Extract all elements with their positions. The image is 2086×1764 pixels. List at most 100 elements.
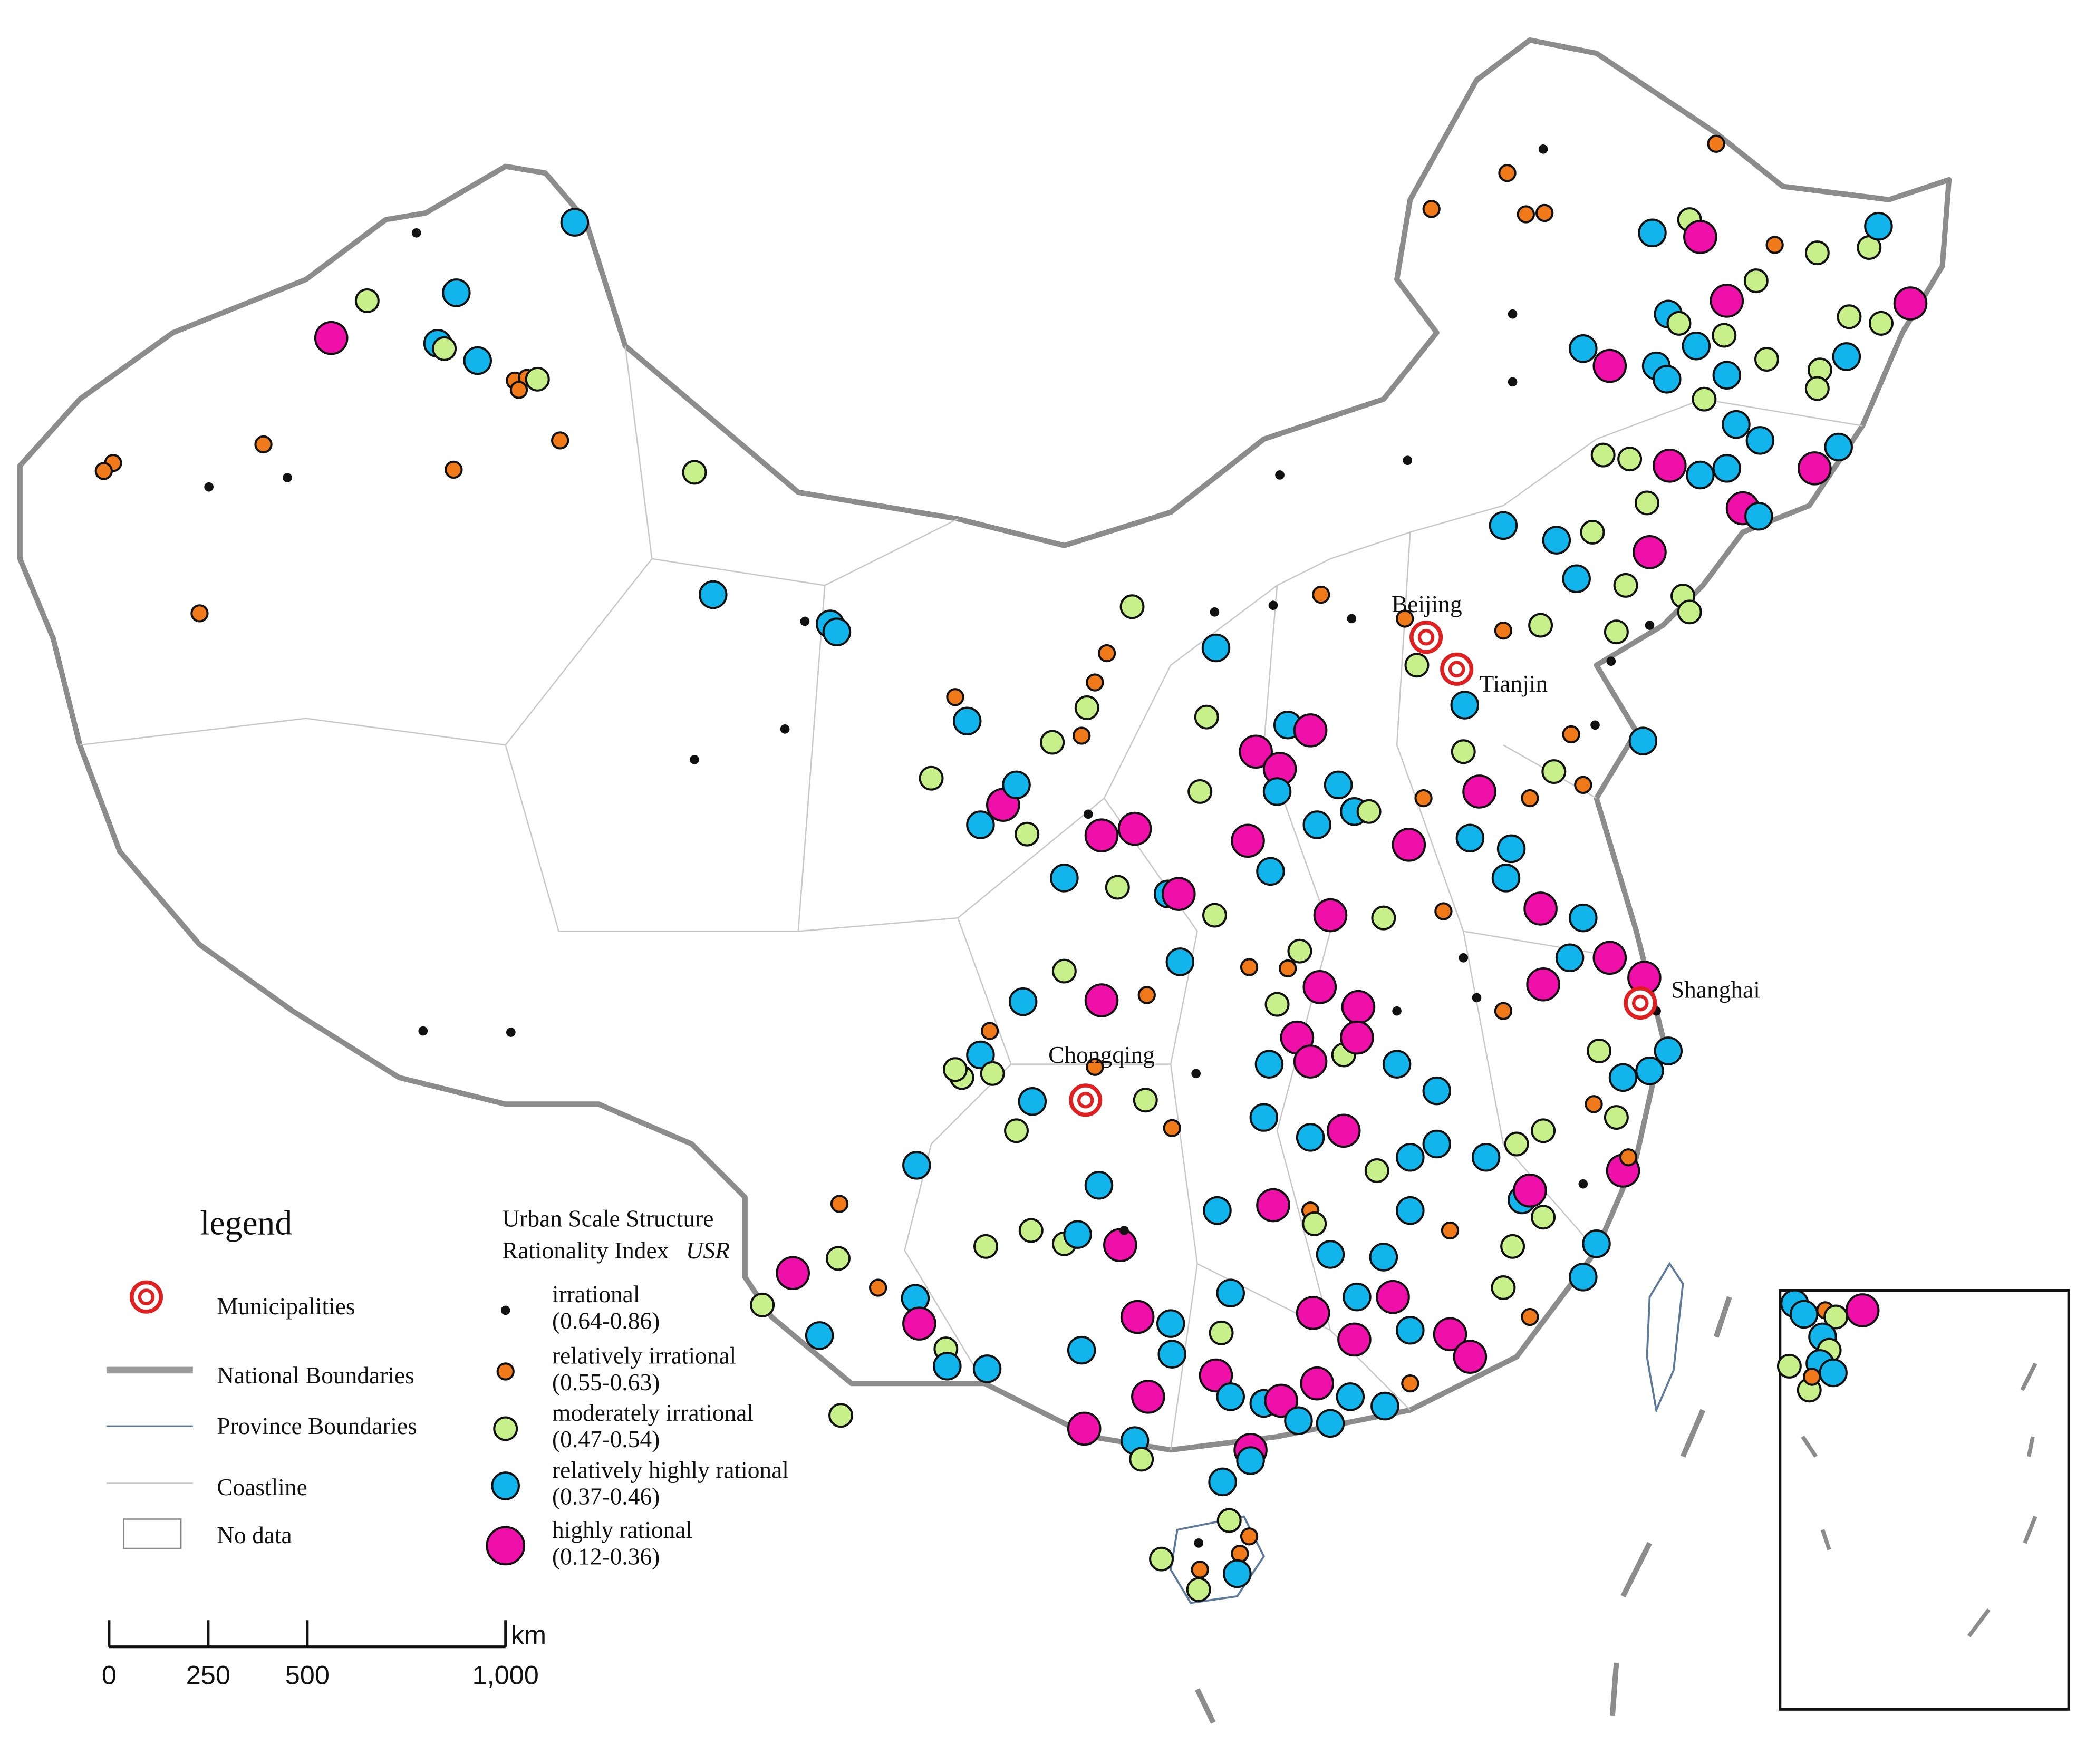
city-dot xyxy=(1422,1129,1452,1159)
city-dot xyxy=(1459,953,1469,963)
legend-item: Coastline xyxy=(217,1474,307,1500)
city-dot xyxy=(1103,1228,1137,1263)
city-dot xyxy=(1347,614,1357,624)
city-dot xyxy=(1157,1340,1186,1369)
class-swatch xyxy=(496,1362,515,1381)
city-dot xyxy=(1508,309,1518,319)
city-dot xyxy=(1590,442,1616,468)
city-dot xyxy=(1677,599,1702,625)
class-name: highly rational xyxy=(552,1517,692,1543)
city-dot xyxy=(1569,903,1598,933)
city-dot xyxy=(980,1061,1005,1086)
city-dot xyxy=(190,604,209,623)
city-dot xyxy=(1084,818,1119,852)
city-label: Tianjin xyxy=(1480,671,1548,697)
city-dot xyxy=(1422,200,1441,218)
city-dot xyxy=(1613,573,1638,598)
city-dot xyxy=(1004,1118,1029,1143)
city-dot xyxy=(1712,454,1742,483)
city-dot xyxy=(1129,1447,1154,1472)
city-dot xyxy=(445,460,463,479)
city-dot xyxy=(1396,1315,1425,1345)
city-dot xyxy=(463,346,492,375)
city-dot xyxy=(1798,451,1832,486)
city-dot xyxy=(1194,704,1219,730)
city-dot xyxy=(1067,1335,1096,1365)
class-swatch xyxy=(486,1526,526,1566)
city-dot xyxy=(943,1057,968,1082)
city-dot xyxy=(980,1022,999,1040)
scale-unit: km xyxy=(511,1620,546,1650)
city-dot xyxy=(1864,211,1893,241)
city-dot xyxy=(1606,656,1616,666)
city-dot xyxy=(1528,613,1553,638)
city-dot xyxy=(418,1026,428,1036)
city-dot xyxy=(1491,864,1521,893)
class-range: (0.55-0.63) xyxy=(552,1369,660,1395)
city-dot xyxy=(1356,799,1382,824)
city-dot xyxy=(1120,1300,1155,1334)
city-dot xyxy=(1296,1296,1330,1330)
city-dot xyxy=(826,1246,851,1271)
city-dot xyxy=(1268,600,1278,610)
municipality-marker xyxy=(1448,661,1465,678)
city-dot xyxy=(1287,938,1312,964)
legend-item: No data xyxy=(217,1522,292,1548)
dashed-boundaries xyxy=(1195,1296,1732,1724)
city-dot xyxy=(1526,967,1560,1002)
city-dot xyxy=(1209,1320,1234,1345)
city-dot xyxy=(1451,739,1476,764)
city-dot xyxy=(1231,1544,1249,1563)
city-dot xyxy=(1084,983,1119,1017)
city-dot xyxy=(1645,621,1655,630)
city-dot xyxy=(1489,511,1518,540)
city-dot xyxy=(1845,1293,1880,1327)
city-dot xyxy=(682,460,707,485)
city-dot xyxy=(354,288,380,313)
class-name: irrational xyxy=(552,1281,640,1307)
index-abbr: USR xyxy=(686,1237,730,1264)
city-dot xyxy=(1682,331,1711,361)
class-name: relatively irrational xyxy=(552,1342,736,1369)
city-dot xyxy=(1538,144,1548,154)
city-dot xyxy=(776,1256,810,1291)
city-dot xyxy=(1542,526,1571,555)
municipality-icon xyxy=(129,1280,163,1314)
city-dot xyxy=(1369,1243,1398,1272)
city-dot xyxy=(411,228,421,238)
city-dot xyxy=(1364,1158,1389,1183)
city-dot xyxy=(973,1234,998,1259)
city-dot xyxy=(1441,1221,1460,1240)
city-dot xyxy=(1569,334,1598,363)
city-dot xyxy=(1370,1391,1399,1421)
city-dot xyxy=(966,810,995,839)
city-dot xyxy=(1040,730,1065,755)
city-dot xyxy=(1324,770,1353,800)
city-dot xyxy=(1765,236,1784,254)
city-dot xyxy=(1893,286,1928,321)
city-dot xyxy=(1712,361,1742,390)
city-dot xyxy=(1712,323,1737,348)
class-range: (0.64-0.86) xyxy=(552,1308,660,1334)
city-dot xyxy=(1231,823,1265,858)
city-dot xyxy=(1336,1382,1365,1411)
inset-lines xyxy=(1801,1362,2037,1637)
city-dot xyxy=(1279,959,1297,978)
city-dot xyxy=(1086,1058,1104,1076)
city-dot xyxy=(1186,1577,1211,1602)
city-dot xyxy=(1541,759,1567,784)
class-range: (0.47-0.54) xyxy=(552,1426,660,1452)
class-swatch xyxy=(500,1305,510,1315)
city-dot xyxy=(1513,1174,1547,1208)
city-dot xyxy=(1396,609,1414,628)
city-dot xyxy=(1137,986,1156,1004)
city-dot xyxy=(1256,1188,1290,1223)
city-dot xyxy=(1587,1038,1612,1063)
city-dot xyxy=(1131,1380,1165,1414)
city-dot xyxy=(442,278,471,307)
city-dot xyxy=(1832,342,1861,371)
city-dot xyxy=(1208,1467,1237,1497)
city-dot xyxy=(432,336,457,361)
city-dot xyxy=(1002,770,1031,800)
legend-item: Province Boundaries xyxy=(217,1413,417,1439)
